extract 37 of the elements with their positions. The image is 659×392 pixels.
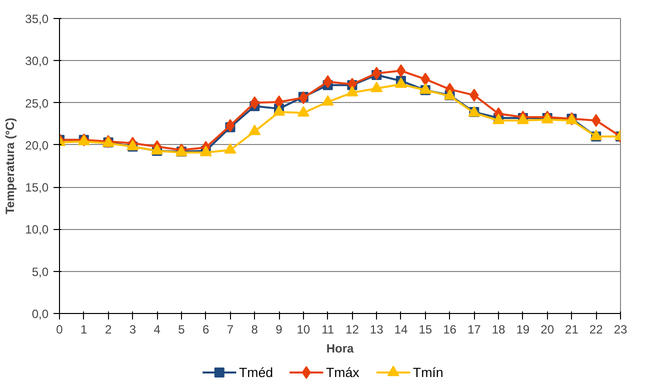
x-tick-label: 15 [418,322,432,336]
y-tick-label: 25,0 [25,96,49,110]
x-tick-label: 3 [129,322,136,336]
y-tick-label: 5,0 [32,264,49,279]
x-tick-label: 9 [276,322,283,336]
x-tick-label: 19 [516,322,530,336]
y-tick-label: 10,0 [25,222,49,237]
x-tick-label: 21 [565,322,579,336]
x-tick-label: 2 [104,322,112,336]
y-tick-label: 15,0 [25,180,49,195]
x-tick-label: 4 [154,322,161,336]
y-tick-label: 20,0 [25,138,49,152]
x-tick-label: 7 [226,322,234,336]
x-tick-label: 1 [80,322,88,336]
x-tick-label: 18 [492,322,506,336]
x-tick-label: 11 [322,322,334,336]
y-axis-title: Temperatura (°C) [3,118,18,214]
legend-label: Tmín [412,365,444,380]
x-tick-label: 17 [467,322,482,336]
legend-label: Tmáx [326,365,360,380]
y-tick-label: 35,0 [25,12,49,26]
x-tick-label: 23 [614,322,628,336]
legend-label: Tméd [239,365,274,380]
x-tick-label: 10 [296,322,310,336]
y-tick-label: 0,0 [32,307,49,321]
x-tick-label: 12 [346,322,360,336]
x-tick-label: 5 [178,322,186,336]
y-tick-label: 30,0 [25,54,49,68]
x-tick-label: 0 [56,322,64,336]
x-tick-label: 14 [394,322,408,336]
x-tick-label: 22 [589,322,604,336]
x-axis-title: Hora [326,342,354,356]
x-tick-label: 6 [202,322,210,336]
x-tick-label: 20 [540,322,554,336]
x-tick-label: 13 [370,322,384,336]
x-tick-label: 16 [443,322,457,336]
x-tick-label: 8 [251,322,258,336]
